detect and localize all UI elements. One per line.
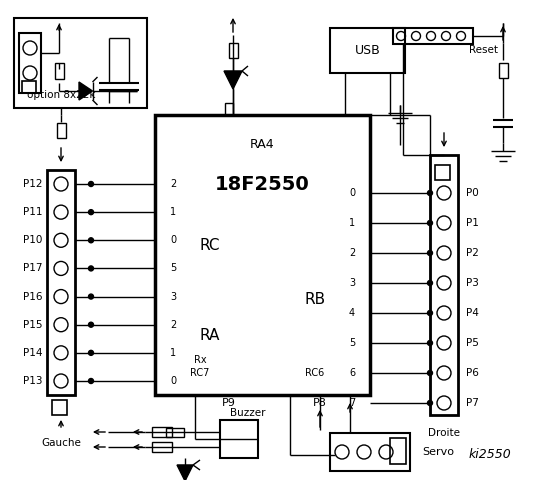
Text: P2: P2 xyxy=(466,248,479,258)
Text: 2: 2 xyxy=(349,248,355,258)
Circle shape xyxy=(88,350,93,355)
Bar xyxy=(19,33,41,93)
Text: P14: P14 xyxy=(23,348,42,358)
Text: P12: P12 xyxy=(23,179,42,189)
Text: P1: P1 xyxy=(466,218,479,228)
Text: RA4: RA4 xyxy=(250,139,275,152)
Circle shape xyxy=(427,400,432,406)
Text: P5: P5 xyxy=(466,338,479,348)
Text: Gauche: Gauche xyxy=(41,438,81,448)
Text: RA: RA xyxy=(200,327,220,343)
Text: Buzzer: Buzzer xyxy=(230,408,266,418)
Circle shape xyxy=(427,280,432,286)
Text: P17: P17 xyxy=(23,264,42,274)
Text: 0: 0 xyxy=(170,235,176,245)
Text: 0: 0 xyxy=(170,376,176,386)
Circle shape xyxy=(88,294,93,299)
Text: 2: 2 xyxy=(170,179,176,189)
Text: P9: P9 xyxy=(222,398,236,408)
Bar xyxy=(228,43,237,58)
Circle shape xyxy=(88,322,93,327)
Text: RC: RC xyxy=(200,238,220,252)
Bar xyxy=(435,165,450,180)
Bar xyxy=(430,155,458,415)
Bar xyxy=(47,170,75,395)
Text: 1: 1 xyxy=(170,207,176,217)
Bar xyxy=(56,122,65,137)
Text: P13: P13 xyxy=(23,376,42,386)
Text: Rx: Rx xyxy=(194,355,206,365)
Text: 3: 3 xyxy=(349,278,355,288)
Text: ki2550: ki2550 xyxy=(468,448,512,461)
Bar xyxy=(14,18,147,108)
Bar xyxy=(55,63,64,79)
Text: RC7: RC7 xyxy=(190,368,210,378)
Text: P3: P3 xyxy=(466,278,479,288)
Text: P8: P8 xyxy=(313,398,327,408)
Circle shape xyxy=(427,340,432,346)
Circle shape xyxy=(88,210,93,215)
Text: 2: 2 xyxy=(170,320,176,330)
Circle shape xyxy=(427,251,432,255)
Bar xyxy=(152,427,172,437)
Text: 6: 6 xyxy=(349,368,355,378)
Text: 5: 5 xyxy=(349,338,355,348)
Circle shape xyxy=(427,191,432,195)
Circle shape xyxy=(427,220,432,226)
Text: 4: 4 xyxy=(349,308,355,318)
Text: 1: 1 xyxy=(170,348,176,358)
Text: 1: 1 xyxy=(349,218,355,228)
Bar xyxy=(390,438,406,464)
Text: RC6: RC6 xyxy=(305,368,325,378)
Circle shape xyxy=(427,311,432,315)
Text: P4: P4 xyxy=(466,308,479,318)
Text: P7: P7 xyxy=(466,398,479,408)
Text: USB: USB xyxy=(354,44,380,57)
Bar xyxy=(330,28,405,73)
Text: RB: RB xyxy=(305,292,326,308)
Circle shape xyxy=(427,371,432,375)
Circle shape xyxy=(88,238,93,243)
Text: 3: 3 xyxy=(170,291,176,301)
Polygon shape xyxy=(177,465,193,480)
Bar xyxy=(498,62,508,77)
Bar xyxy=(155,115,370,395)
Bar xyxy=(166,428,184,436)
Text: Reset: Reset xyxy=(469,45,498,55)
Text: P16: P16 xyxy=(23,291,42,301)
Text: P10: P10 xyxy=(23,235,42,245)
Circle shape xyxy=(88,181,93,187)
Bar xyxy=(152,442,172,452)
Circle shape xyxy=(88,379,93,384)
Polygon shape xyxy=(79,82,92,100)
Bar xyxy=(52,400,67,415)
Polygon shape xyxy=(224,71,242,89)
Text: 0: 0 xyxy=(349,188,355,198)
Circle shape xyxy=(88,266,93,271)
Text: P0: P0 xyxy=(466,188,479,198)
Text: P6: P6 xyxy=(466,368,479,378)
Bar xyxy=(225,103,233,115)
Bar xyxy=(393,28,473,44)
Text: P15: P15 xyxy=(23,320,42,330)
Text: 18F2550: 18F2550 xyxy=(215,176,310,194)
Bar xyxy=(22,81,36,93)
Text: Droite: Droite xyxy=(428,428,460,438)
Text: Servo: Servo xyxy=(422,447,454,457)
Text: 7: 7 xyxy=(349,398,355,408)
Text: 5: 5 xyxy=(170,264,176,274)
Text: option 8x22k: option 8x22k xyxy=(27,90,95,100)
Bar xyxy=(330,433,410,471)
Text: P11: P11 xyxy=(23,207,42,217)
Bar xyxy=(220,420,258,458)
